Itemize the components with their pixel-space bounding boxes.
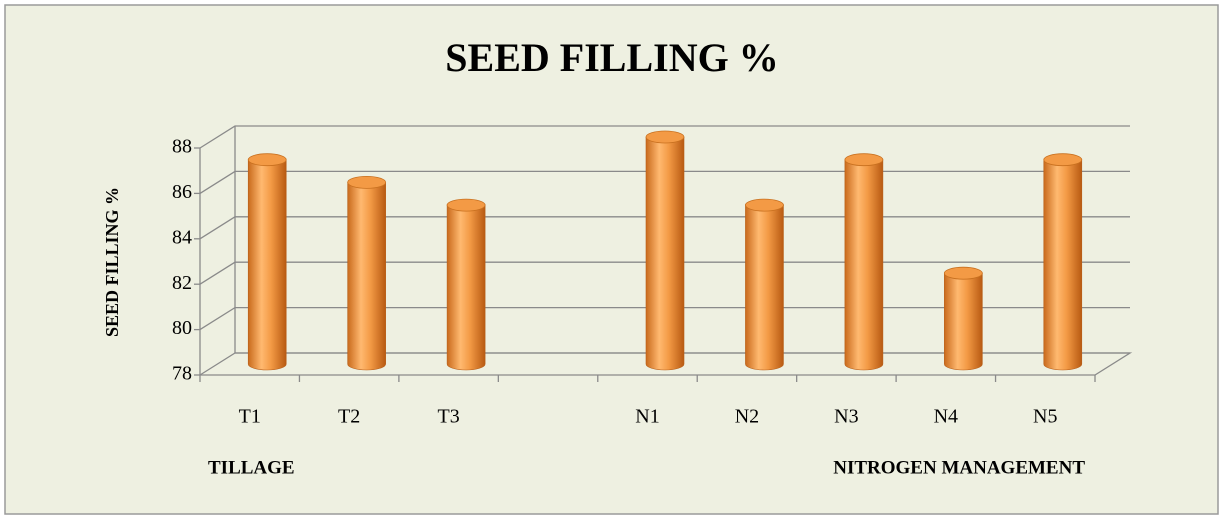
y-tick-label: 84	[172, 226, 192, 248]
bar-top	[1043, 153, 1083, 167]
y-tick-label: 82	[172, 272, 192, 294]
x-tick-label: N4	[934, 406, 958, 428]
bar	[347, 182, 386, 371]
group-label: NITROGEN MANAGEMENT	[833, 457, 1085, 478]
bar-top	[943, 266, 983, 280]
x-tick-label: N1	[635, 406, 659, 428]
bar	[844, 159, 884, 371]
grid-line	[199, 352, 1130, 376]
y-tick-label: 88	[172, 136, 192, 158]
bar	[645, 136, 685, 371]
bar-top	[645, 130, 685, 144]
x-tick-label: T3	[438, 406, 460, 428]
bar-top	[247, 153, 287, 167]
grid-line	[199, 125, 1130, 149]
bar-top	[844, 153, 884, 167]
chart-background	[4, 4, 1219, 515]
bar	[446, 204, 486, 371]
grid-line	[199, 216, 1130, 240]
y-tick-label: 86	[172, 181, 192, 203]
x-tick-label: N5	[1033, 406, 1057, 428]
bar	[247, 159, 287, 371]
x-tick-label: N2	[735, 406, 759, 428]
y-tick-label: 80	[172, 317, 192, 339]
y-tick-label: 78	[172, 363, 192, 385]
grid-line	[199, 261, 1130, 285]
x-tick-label: N3	[834, 406, 858, 428]
grid-line	[199, 306, 1130, 331]
chart-title: SEED FILLING %	[445, 35, 778, 80]
bar-top	[745, 198, 784, 212]
x-tick-label: T2	[338, 406, 360, 428]
bar-top	[347, 175, 387, 189]
group-label: TILLAGE	[208, 457, 295, 478]
bar	[1043, 159, 1083, 371]
x-tick-label: T1	[239, 406, 261, 428]
grid-line	[199, 170, 1130, 194]
bar-top	[446, 198, 486, 212]
bar	[745, 204, 784, 371]
y-axis-title: SEED FILLING %	[102, 187, 122, 337]
bar	[944, 272, 983, 371]
